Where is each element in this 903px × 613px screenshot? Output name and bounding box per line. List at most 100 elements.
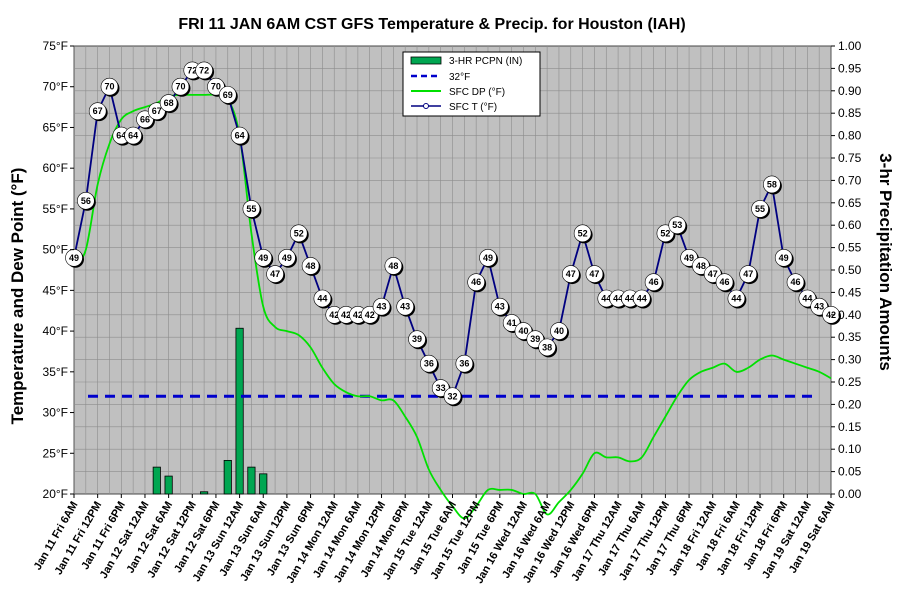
temp-value-label: 68 [164, 98, 174, 108]
temp-value-label: 64 [235, 131, 245, 141]
temp-marker [372, 297, 391, 316]
legend-precip-swatch [410, 56, 442, 65]
temp-value-label: 42 [353, 310, 363, 320]
temp-value-label: 32 [447, 391, 457, 401]
temp-value-label: 36 [459, 359, 469, 369]
temp-value-label: 47 [566, 269, 576, 279]
temp-value-label: 49 [779, 253, 789, 263]
left-tick-label: 50°F [43, 243, 68, 257]
temp-value-label: 42 [329, 310, 339, 320]
temp-value-label: 47 [743, 269, 753, 279]
temp-point: 49 [254, 248, 274, 268]
temp-point: 56 [77, 191, 96, 211]
left-tick-label: 60°F [43, 161, 68, 175]
temp-value-label: 67 [152, 106, 162, 116]
temp-value-label: 36 [424, 359, 434, 369]
temp-marker [455, 354, 474, 373]
temp-marker [384, 257, 403, 275]
right-tick-label: 0.40 [838, 308, 862, 322]
temp-marker [550, 322, 568, 340]
right-tick-label: 0.80 [838, 129, 862, 143]
temp-marker [632, 289, 651, 308]
temp-point: 46 [644, 273, 664, 293]
temp-point: 48 [384, 257, 404, 276]
temp-value-label: 44 [601, 294, 611, 304]
precip-bar [259, 473, 268, 495]
temp-value-label: 43 [814, 302, 824, 312]
temp-value-label: 70 [104, 82, 114, 92]
temp-point: 38 [538, 338, 558, 358]
temp-marker [100, 77, 119, 96]
temp-value-label: 42 [341, 310, 351, 320]
legend-temp-marker [423, 103, 429, 109]
temp-point: 43 [491, 297, 510, 317]
chart-title: FRI 11 JAN 6AM CST GFS Temperature & Pre… [178, 16, 685, 33]
temp-marker [171, 77, 190, 96]
temp-marker [739, 265, 758, 283]
right-tick-label: 0.85 [838, 106, 862, 120]
temp-point: 48 [301, 257, 321, 276]
temp-value-label: 47 [270, 269, 280, 279]
temp-value-label: 70 [175, 82, 185, 92]
temp-marker [88, 102, 107, 120]
precip-bar [235, 327, 244, 495]
temp-marker [420, 354, 438, 373]
right-tick-label: 0.00 [838, 487, 862, 501]
temp-value-label: 38 [542, 342, 552, 352]
temp-value-label: 49 [258, 253, 268, 263]
right-tick-label: 0.95 [838, 61, 862, 75]
temp-value-label: 43 [495, 302, 505, 312]
temp-point: 67 [88, 102, 108, 122]
temp-point: 64 [230, 126, 250, 146]
temp-value-label: 49 [483, 253, 493, 263]
right-tick-label: 0.90 [838, 84, 862, 98]
temp-point: 46 [786, 273, 806, 293]
left-tick-label: 55°F [43, 202, 68, 216]
temp-marker [573, 224, 592, 243]
temp-marker [668, 216, 687, 234]
right-tick-label: 0.25 [838, 375, 862, 389]
temp-value-label: 48 [696, 261, 706, 271]
temp-value-label: 43 [377, 302, 387, 312]
temp-point: 68 [159, 94, 179, 114]
temp-marker [396, 297, 414, 316]
temp-point: 43 [372, 297, 392, 317]
temp-value-label: 46 [649, 277, 659, 287]
right-tick-label: 0.65 [838, 196, 862, 210]
left-axis: 20°F 25°F 30°F 35°F 40°F 45°F 50°F 55°F 60°F 65°F… [43, 39, 74, 501]
right-tick-label: 1.00 [838, 39, 862, 53]
temp-value-label: 64 [116, 131, 126, 141]
temp-value-label: 46 [720, 277, 730, 287]
temp-point: 55 [242, 200, 262, 219]
left-tick-label: 70°F [43, 80, 68, 94]
temp-marker [786, 273, 805, 292]
right-tick-label: 0.75 [838, 151, 862, 165]
temp-point: 47 [585, 265, 605, 285]
temp-point: 49 [774, 248, 794, 268]
temp-marker [195, 61, 213, 80]
temp-value-label: 40 [518, 326, 528, 336]
temp-point: 44 [727, 289, 747, 309]
precip-bar [223, 459, 232, 495]
temp-point: 72 [195, 61, 215, 81]
legend-freezing-label: 32°F [449, 72, 470, 83]
temp-marker [313, 289, 332, 308]
temp-point: 43 [396, 297, 416, 317]
left-tick-label: 30°F [43, 406, 68, 420]
temp-value-label: 52 [660, 228, 670, 238]
precip-bars [152, 327, 268, 495]
left-axis-title: Temperature and Dew Point (°F) [8, 168, 27, 425]
right-tick-label: 0.45 [838, 285, 862, 299]
right-tick-label: 0.15 [838, 420, 862, 434]
temp-point: 32 [443, 387, 463, 407]
temp-value-label: 41 [507, 318, 517, 328]
temp-point: 70 [100, 77, 120, 97]
left-tick-label: 45°F [43, 283, 68, 297]
temp-point: 47 [561, 265, 581, 285]
temp-value-label: 47 [708, 269, 718, 279]
temp-point: 55 [751, 200, 771, 219]
temp-value-label: 46 [791, 277, 801, 287]
